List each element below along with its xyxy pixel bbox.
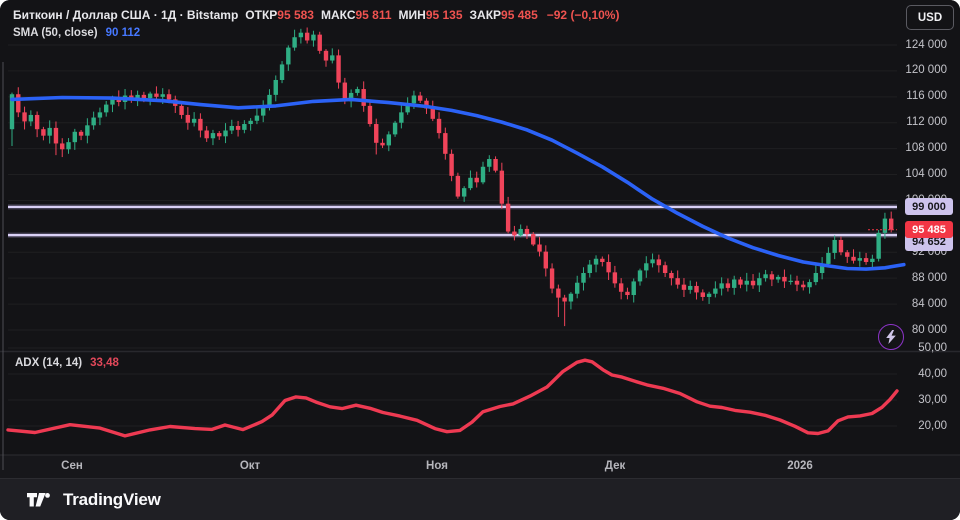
time-axis-label: 2026 [787,460,813,472]
time-axis-label: Сен [61,460,83,472]
sma-legend-row: SMA (50, close) 90 112 [13,25,619,42]
adx-axis-label: 20,00 [918,419,947,432]
frame-edge-line [2,62,4,470]
sma-indicator-label[interactable]: SMA (50, close) [13,27,98,39]
time-axis-label: Ноя [426,460,448,472]
adx-axis-label: 40,00 [918,367,947,380]
time-axis-label: Дек [604,460,626,472]
adx-axis-label: 30,00 [918,393,947,406]
price-axis-label: 112 000 [906,116,947,129]
price-axis-label: 88 000 [911,271,947,284]
price-axis-label: 124 000 [905,38,947,51]
ohlc-close-label: ЗАКР [469,8,502,22]
price-axis-label: 80 000 [911,323,947,336]
ohlc-row: Биткоин / Доллар США · 1Д · Bitstamp ОТКР… [13,7,619,24]
adx-line[interactable] [6,358,899,438]
adx-indicator-value: 33,48 [90,357,119,369]
ohlc-close-value: 95 485 [501,8,538,22]
ohlc-high-value: 95 811 [355,8,392,22]
change-value: −92 (−0,10%) [546,8,620,22]
symbol-legend: Биткоин / Доллар США · 1Д · Bitstamp ОТКР… [13,7,619,42]
time-axis-label: Окт [239,460,261,472]
tradingview-wordmark[interactable]: TradingView [63,490,161,509]
ohlc-open-label: ОТКР [245,8,278,22]
sma-line[interactable] [10,95,906,271]
currency-toggle-button[interactable]: USD [906,5,954,30]
quick-trade-button[interactable] [878,324,904,350]
sma-indicator-value: 90 112 [105,27,141,39]
price-axis-label: 116 000 [906,90,947,103]
price-axis-label: 108 000 [905,142,947,155]
footer-bar: TradingView [0,478,960,520]
ohlc-low-label: МИН [398,8,426,22]
adx-axis-label: 50,00 [918,341,947,354]
ohlc-low-value: 95 135 [425,8,463,22]
adx-legend: ADX (14, 14) 33,48 [15,357,119,369]
lightning-icon [886,330,896,344]
ohlc-high-label: МАКС [320,8,356,22]
price-axis-label: 120 000 [905,64,947,77]
ohlc-open-value: 95 583 [277,8,314,22]
level-lines[interactable] [8,204,897,238]
tradingview-logo-icon[interactable] [26,492,53,508]
price-axis-label: 84 000 [911,297,947,310]
adx-indicator-label[interactable]: ADX (14, 14) [15,357,83,369]
symbol-title[interactable]: Биткоин / Доллар США · 1Д · Bitstamp [13,8,239,22]
level-price-badge: 99 000 [905,198,953,216]
last-price-badge: 95 485 [905,221,953,239]
price-axis-label: 104 000 [905,168,947,181]
candlestick-series [9,27,894,327]
